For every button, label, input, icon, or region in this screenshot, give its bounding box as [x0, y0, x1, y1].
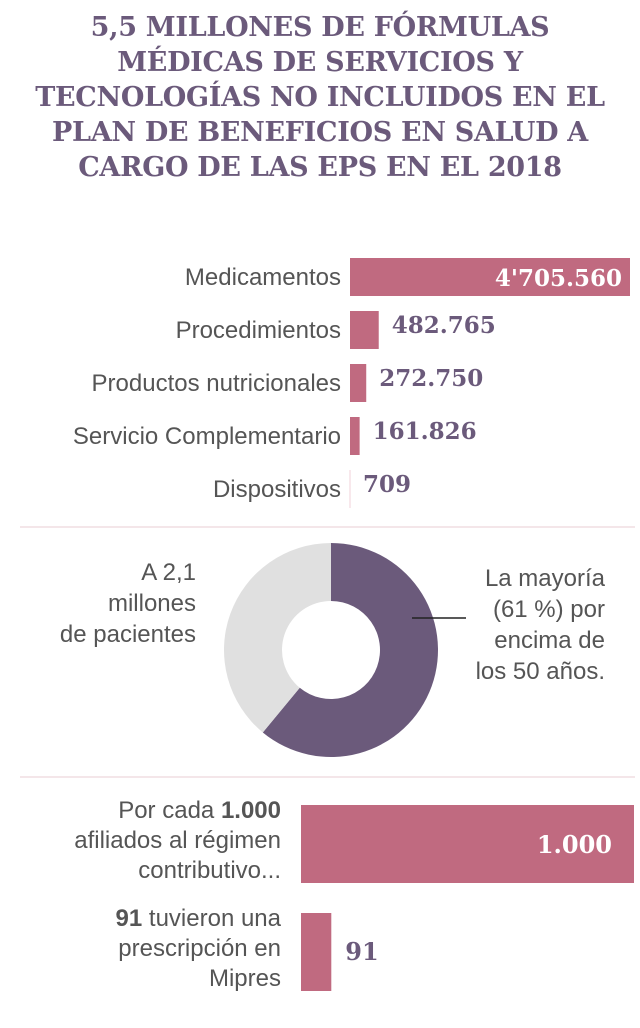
donut-slice [223, 543, 331, 733]
title-line: CARGO DE LAS EPS EN EL 2018 [78, 152, 562, 183]
value-label: 482.765 [392, 312, 496, 339]
label-text: Por cada [118, 797, 221, 824]
infographic-title: 5,5 MILLONES DE FÓRMULAS MÉDICAS DE SERV… [0, 10, 640, 185]
label-text: contributivo... [138, 857, 281, 884]
label-text: afiliados al régimen [74, 827, 281, 854]
donut-left-text: millones [108, 590, 196, 617]
donut-annotation: los 50 años. [476, 658, 605, 685]
label-emphasis: 1.000 [221, 797, 281, 824]
donut-annotation: (61 %) por [493, 596, 605, 623]
comparison-label: Mipres [209, 965, 281, 992]
comparison-label: 91 tuvieron una [116, 905, 282, 932]
comparison-bar [301, 805, 634, 883]
value-label: 709 [363, 471, 411, 498]
comparison-label: Por cada 1.000 [118, 797, 281, 824]
label-text: prescripción en [118, 935, 281, 962]
bar [350, 364, 367, 402]
value-label: 4'705.560 [495, 265, 622, 292]
category-label: Servicio Complementario [73, 423, 341, 450]
title-line: MÉDICAS DE SERVICIOS Y [117, 47, 523, 78]
title-line: TECNOLOGÍAS NO INCLUIDOS EN EL [35, 82, 605, 113]
label-text: Mipres [209, 965, 281, 992]
donut-left-text: A 2,1 [141, 559, 196, 586]
bar [350, 258, 630, 296]
comparison-label: prescripción en [118, 935, 281, 962]
title-line: PLAN DE BENEFICIOS EN SALUD A [52, 117, 588, 148]
donut-annotation: La mayoría [485, 565, 606, 592]
value-label: 161.826 [373, 418, 477, 445]
value-label: 272.750 [379, 365, 483, 392]
bar [350, 417, 360, 455]
category-label: Medicamentos [185, 264, 341, 291]
donut-left-text: de pacientes [60, 621, 196, 648]
bar [350, 311, 379, 349]
label-text: tuvieron una [142, 905, 281, 932]
comparison-value: 1.000 [537, 830, 612, 859]
comparison-bar [301, 913, 332, 991]
comparison-label: contributivo... [138, 857, 281, 884]
title-line: 5,5 MILLONES DE FÓRMULAS [90, 12, 550, 43]
category-label: Procedimientos [176, 317, 341, 344]
label-emphasis: 91 [116, 905, 143, 932]
category-label: Dispositivos [213, 476, 341, 503]
comparison-label: afiliados al régimen [74, 827, 281, 854]
category-label: Productos nutricionales [92, 370, 341, 397]
donut-slice [262, 543, 438, 757]
comparison-value: 91 [345, 937, 378, 966]
donut-annotation: encima de [494, 627, 605, 654]
